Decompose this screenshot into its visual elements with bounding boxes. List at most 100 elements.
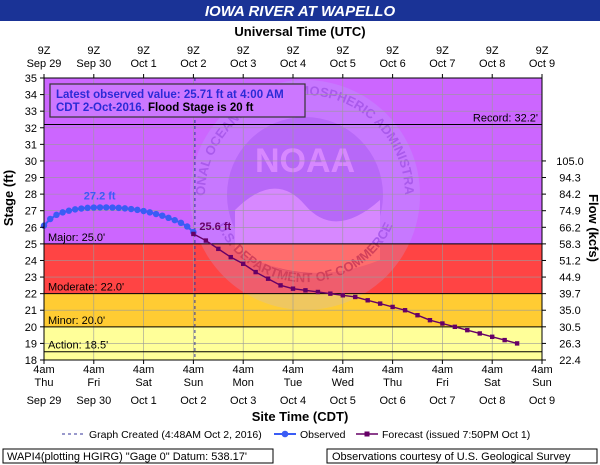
flow-axis-title: Flow (kcfs) bbox=[586, 194, 600, 262]
bottom-tick-day: Sat bbox=[135, 377, 152, 389]
top-tick-time: 9Z bbox=[536, 45, 549, 57]
bottom-tick-date: Oct 2 bbox=[180, 395, 206, 407]
top-tick-date: Sep 29 bbox=[27, 58, 62, 70]
flow-tick-label: 39.7 bbox=[559, 289, 580, 301]
bottom-tick-time: 4am bbox=[481, 364, 502, 376]
top-tick-time: 9Z bbox=[486, 45, 499, 57]
threshold-label: Moderate: 22.0' bbox=[48, 282, 124, 294]
observed-point bbox=[109, 204, 116, 211]
stage-axis-ticks: 18 19 20 21 22 23 24 25 26 27 28 29 30 31 32 33 34 35 bbox=[25, 73, 44, 367]
stage-tick-label: 23 bbox=[25, 272, 37, 284]
stage-tick-label: 32 bbox=[25, 123, 37, 135]
forecast-point bbox=[427, 317, 433, 323]
forecast-point bbox=[253, 269, 258, 275]
top-tick-time: 9Z bbox=[237, 45, 250, 57]
stage-tick-label: 29 bbox=[25, 173, 37, 185]
flow-tick-label: 44.9 bbox=[559, 272, 580, 284]
forecast-point bbox=[365, 298, 370, 303]
footer-datum-box bbox=[2, 448, 274, 464]
bottom-tick-time: 4am bbox=[232, 364, 253, 376]
top-axis-title: Universal Time (UTC) bbox=[234, 24, 365, 39]
bottom-tick-date: Oct 1 bbox=[130, 395, 156, 407]
observed-point bbox=[90, 204, 98, 211]
bottom-tick-date: Oct 5 bbox=[330, 395, 356, 407]
threshold-label: Major: 25.0' bbox=[48, 232, 105, 244]
bottom-tick-time: 4am bbox=[332, 364, 353, 376]
top-tick-time: 9Z bbox=[87, 45, 100, 57]
observed-point bbox=[47, 215, 54, 223]
forecast-point bbox=[502, 337, 507, 343]
plot-frame bbox=[43, 77, 543, 361]
bottom-tick-time: 4am bbox=[531, 364, 552, 376]
footer-datum: WAPI4(plotting HGIRG) "Gage 0" Datum: 53… bbox=[7, 451, 247, 463]
bottom-tick-date: Sep 30 bbox=[76, 395, 111, 407]
watermark-wave bbox=[235, 188, 380, 273]
stage-tick-label: 34 bbox=[25, 90, 37, 102]
threshold-label: Record: 32.2' bbox=[473, 112, 538, 124]
forecast-point bbox=[278, 283, 283, 288]
footer-credit-box bbox=[326, 448, 598, 464]
threshold-label: Minor: 20.0' bbox=[48, 315, 105, 327]
title-bar bbox=[0, 0, 600, 21]
top-tick-date: Oct 9 bbox=[529, 58, 555, 70]
forecast-point bbox=[290, 286, 296, 291]
stage-tick-label: 28 bbox=[25, 189, 37, 201]
plot-grid bbox=[44, 78, 542, 360]
observed-point bbox=[65, 207, 73, 214]
observed-point bbox=[115, 204, 122, 212]
top-tick-time: 9Z bbox=[436, 45, 449, 57]
observed-point bbox=[171, 216, 178, 224]
bottom-tick-day: Sun bbox=[532, 377, 552, 389]
forecast-point bbox=[328, 291, 333, 296]
footer-credit: Observations courtesy of U.S. Geological… bbox=[332, 451, 571, 463]
observed-point bbox=[127, 205, 135, 213]
observed-point bbox=[59, 209, 66, 216]
peak-annotations: 27.2 ft 25.6 ft bbox=[84, 190, 232, 233]
stage-tick-label: 35 bbox=[25, 73, 37, 85]
legend-observed-marker bbox=[281, 430, 289, 438]
flow-tick-label: 22.4 bbox=[559, 355, 580, 367]
bottom-axis-title: Site Time (CDT) bbox=[252, 409, 349, 424]
flow-tick-label: 66.2 bbox=[559, 222, 580, 234]
forecast-point bbox=[514, 341, 520, 346]
info-box-latest: CDT 2-Oct-2016. bbox=[56, 102, 148, 114]
flow-tick-label: 35.0 bbox=[559, 305, 580, 317]
flow-tick-label: 51.2 bbox=[559, 255, 580, 267]
top-tick-date: Oct 6 bbox=[379, 58, 405, 70]
flood-thresholds: Action: 18.5' Minor: 20.0' Moderate: 22.0'… bbox=[44, 112, 542, 353]
observed-peak-label: 27.2 ft bbox=[84, 190, 116, 202]
observed-point bbox=[183, 223, 191, 230]
bottom-tick-date: Oct 9 bbox=[529, 395, 555, 407]
forecast-point bbox=[490, 334, 495, 339]
bottom-tick-day: Mon bbox=[232, 377, 253, 389]
stage-tick-label: 25 bbox=[25, 239, 37, 251]
stage-tick-label: 22 bbox=[25, 289, 37, 301]
flow-tick-label: 30.5 bbox=[559, 322, 580, 334]
legend-forecast: Forecast (issued 7:50PM Oct 1) bbox=[382, 429, 530, 441]
top-tick-date: Oct 5 bbox=[330, 58, 356, 70]
forecast-point bbox=[340, 293, 345, 298]
bottom-tick-day: Thu bbox=[35, 377, 54, 389]
bottom-tick-time: 4am bbox=[382, 364, 403, 376]
forecast-point bbox=[315, 289, 321, 295]
bottom-tick-day: Sat bbox=[484, 377, 501, 389]
observed-point bbox=[84, 204, 91, 212]
observed-point bbox=[165, 214, 172, 222]
stage-tick-label: 33 bbox=[25, 106, 37, 118]
observed-point bbox=[159, 212, 166, 219]
observed-point bbox=[140, 207, 147, 215]
bottom-tick-date: Oct 3 bbox=[230, 395, 256, 407]
observed-point bbox=[177, 219, 185, 227]
top-tick-time: 9Z bbox=[137, 45, 150, 57]
bottom-tick-time: 4am bbox=[83, 364, 104, 376]
bottom-tick-day: Wed bbox=[332, 377, 354, 389]
forecast-point bbox=[452, 324, 458, 330]
forecast-point bbox=[377, 301, 383, 306]
observed-point bbox=[152, 210, 160, 218]
info-box-line1: Latest observed value: 25.71 ft at 4:00 … bbox=[56, 89, 284, 101]
top-tick-date: Oct 1 bbox=[130, 58, 156, 70]
observed-point bbox=[78, 205, 85, 212]
forecast-point bbox=[303, 288, 308, 293]
